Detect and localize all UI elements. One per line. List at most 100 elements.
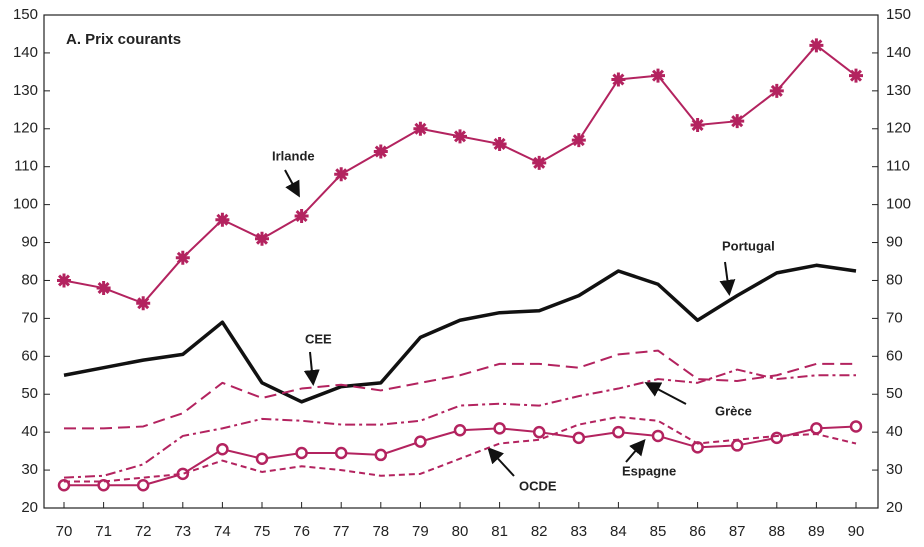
marker: [216, 442, 229, 456]
marker: [96, 281, 111, 296]
x-tick-label: 72: [135, 523, 152, 540]
y-tick-label: 30: [21, 461, 38, 478]
x-tick-label: 76: [293, 523, 310, 540]
marker: [334, 446, 348, 460]
x-tick-label: 90: [848, 523, 865, 540]
y2-tick-label: 150: [886, 6, 911, 23]
y2-tick-label: 70: [886, 309, 903, 326]
series-line: [63, 263, 857, 404]
marker: [769, 83, 784, 98]
x-tick-label: 87: [729, 523, 746, 540]
x-tick-label: 78: [372, 523, 389, 540]
arrow: [284, 169, 300, 198]
y2-tick-label: 90: [886, 234, 903, 251]
marker: [453, 424, 467, 437]
y-tick-label: 40: [21, 423, 38, 440]
marker: [57, 478, 71, 492]
y-tick-label: 80: [21, 271, 38, 288]
arrows: [284, 169, 736, 477]
series-label: CEE: [305, 331, 332, 346]
series-line: [63, 368, 856, 479]
marker: [97, 478, 110, 492]
y-tick-label: 60: [21, 347, 38, 364]
y-tick-label: 50: [21, 385, 38, 402]
marker: [136, 478, 150, 492]
x-tick-label: 86: [689, 523, 706, 540]
marker: [809, 38, 824, 53]
y-tick-label: 100: [13, 196, 38, 213]
marker: [532, 425, 546, 439]
marker: [294, 208, 309, 223]
marker: [690, 117, 705, 132]
marker: [453, 129, 467, 144]
series-label: Portugal: [722, 238, 775, 253]
arrow: [487, 447, 515, 477]
marker: [136, 296, 151, 311]
y2-tick-label: 60: [886, 347, 903, 364]
marker: [611, 72, 626, 87]
series-label: Grèce: [715, 403, 752, 418]
arrow: [644, 382, 687, 405]
x-tick-label: 75: [254, 523, 271, 540]
x-tick-label: 79: [412, 523, 429, 540]
arrow: [303, 351, 320, 386]
y-tick-label: 20: [21, 499, 38, 516]
marker: [691, 441, 704, 454]
x-tick-label: 71: [95, 523, 112, 540]
y-tick-label: 90: [21, 234, 38, 251]
marker: [334, 167, 349, 182]
marker: [215, 212, 230, 227]
y2-tick-label: 110: [886, 158, 910, 175]
marker: [770, 431, 784, 445]
marker: [414, 435, 427, 448]
y2-tick-label: 30: [886, 461, 903, 478]
x-tick-label: 84: [610, 523, 627, 540]
series-line: [64, 415, 857, 483]
series-label: Espagne: [622, 463, 676, 478]
marker: [730, 114, 745, 129]
marker: [255, 452, 269, 465]
y2-tick-label: 130: [886, 82, 911, 99]
marker: [572, 431, 586, 445]
marker: [849, 68, 863, 83]
marker: [175, 250, 190, 265]
marker: [295, 446, 308, 460]
y2-tick-label: 140: [886, 44, 911, 61]
marker: [255, 231, 269, 246]
y2-tick-label: 120: [886, 120, 911, 137]
x-tick-label: 83: [570, 523, 587, 540]
arrow: [625, 438, 646, 463]
y2-tick-label: 20: [886, 499, 903, 516]
x-tick-label: 88: [768, 523, 785, 540]
y2-tick-label: 40: [886, 423, 903, 440]
marker: [374, 448, 388, 462]
x-tick-label: 73: [174, 523, 191, 540]
x-tick-label: 85: [650, 523, 667, 540]
marker: [849, 420, 863, 433]
y-tick-label: 110: [14, 158, 38, 175]
y-tick-label: 120: [13, 120, 38, 137]
marker: [651, 68, 665, 83]
series-line: [64, 349, 856, 430]
y-tick-label: 150: [13, 6, 38, 23]
x-tick-label: 70: [56, 523, 73, 540]
series-label: OCDE: [519, 478, 557, 493]
chart-title: A. Prix courants: [66, 31, 181, 48]
marker: [493, 422, 506, 435]
y2-tick-label: 50: [886, 385, 903, 402]
marker: [413, 121, 428, 136]
x-tick-label: 80: [452, 523, 469, 540]
marker: [373, 144, 388, 159]
y2-tick-label: 80: [886, 271, 903, 288]
x-tick-label: 89: [808, 523, 825, 540]
marker: [810, 422, 823, 435]
series-label: Irlande: [272, 148, 315, 163]
x-tick-label: 77: [333, 523, 350, 540]
y-tick-label: 70: [21, 309, 38, 326]
x-tick-label: 81: [491, 523, 508, 540]
y-tick-label: 130: [13, 82, 38, 99]
y2-tick-label: 100: [886, 196, 911, 213]
marker: [612, 425, 625, 439]
x-tick-label: 74: [214, 523, 231, 540]
